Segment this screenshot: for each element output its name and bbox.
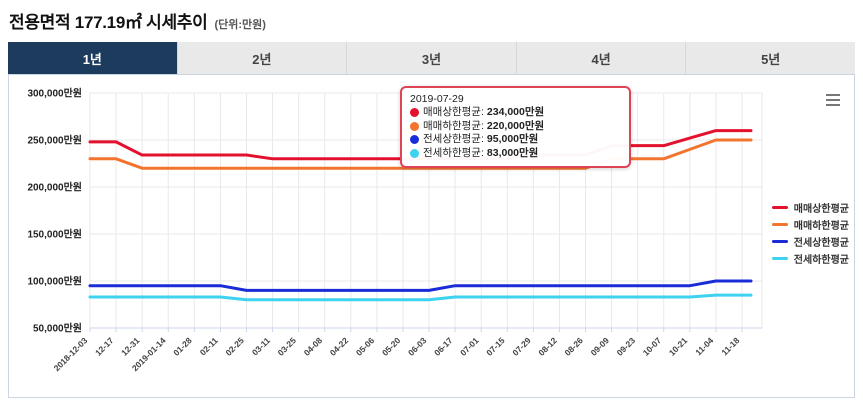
tooltip-date: 2019-07-29 — [410, 93, 464, 105]
svg-text:50,000만원: 50,000만원 — [33, 322, 82, 335]
svg-text:02-25: 02-25 — [223, 335, 246, 358]
svg-text:05-20: 05-20 — [380, 335, 403, 358]
legend-line-icon — [771, 240, 788, 243]
svg-text:300,000만원: 300,000만원 — [27, 87, 82, 100]
legend-line-icon — [771, 223, 788, 226]
svg-text:08-26: 08-26 — [562, 335, 585, 358]
svg-text:11-18: 11-18 — [719, 335, 741, 357]
chart-panel: 300,000만원 250,000만원 200,000만원 150,000만원 100,… — [8, 74, 855, 398]
series-dot-icon — [410, 121, 419, 131]
tab-4year[interactable]: 4년 — [516, 42, 687, 74]
svg-text:11-04: 11-04 — [693, 335, 715, 357]
titlebar: 전용면적 177.19㎡ 시세추이 (단위:만원) — [9, 8, 855, 33]
svg-text:06-03: 06-03 — [406, 335, 429, 358]
legend-item-sale-upper[interactable]: 매매상한평균 — [771, 201, 849, 215]
legend-line-icon — [771, 257, 788, 260]
chart-legend: 매매상한평균 매매하한평균 전세상한평균 전세하한평균 — [771, 201, 849, 269]
price-trend-chart[interactable]: 300,000만원 250,000만원 200,000만원 150,000만원 100,… — [9, 75, 854, 397]
svg-text:10-21: 10-21 — [667, 335, 690, 358]
svg-text:03-25: 03-25 — [276, 335, 299, 358]
svg-text:05-06: 05-06 — [354, 335, 377, 358]
svg-text:10-07: 10-07 — [641, 335, 664, 358]
page-title: 전용면적 177.19㎡ 시세추이 — [9, 13, 208, 32]
period-tabs: 1년 2년 3년 4년 5년 — [8, 42, 855, 74]
svg-text:07-29: 07-29 — [510, 335, 533, 358]
svg-text:08-12: 08-12 — [536, 335, 559, 358]
svg-text:150,000만원: 150,000만원 — [27, 228, 82, 241]
svg-text:250,000만원: 250,000만원 — [27, 134, 82, 147]
chart-tooltip: 2019-07-29 매매상한평균: 234,000만원 매매하한평균: 220… — [400, 86, 631, 168]
unit-note: (단위:만원) — [214, 19, 266, 31]
series-dot-icon — [410, 108, 419, 118]
svg-text:04-22: 04-22 — [328, 335, 351, 358]
tab-2year[interactable]: 2년 — [177, 42, 348, 74]
series-dot-icon — [410, 135, 419, 145]
hamburger-icon — [826, 98, 840, 102]
price-trend-widget: 전용면적 177.19㎡ 시세추이 (단위:만원) 1년 2년 3년 4년 5년… — [8, 8, 855, 398]
svg-text:09-09: 09-09 — [589, 335, 612, 358]
svg-text:09-23: 09-23 — [615, 335, 638, 358]
tooltip-row-jeonse-upper: 전세상한평균: 95,000만원 — [410, 133, 619, 147]
hamburger-icon — [826, 103, 840, 107]
svg-text:2018-12-03: 2018-12-03 — [52, 335, 90, 373]
svg-text:06-17: 06-17 — [432, 335, 455, 358]
tooltip-row-sale-upper: 매매상한평균: 234,000만원 — [410, 106, 619, 120]
legend-item-sale-lower[interactable]: 매매하한평균 — [771, 218, 849, 232]
hamburger-icon — [826, 93, 840, 97]
svg-text:01-28: 01-28 — [171, 335, 194, 358]
legend-line-icon — [771, 206, 788, 209]
svg-text:07-01: 07-01 — [458, 335, 481, 358]
legend-item-jeonse-lower[interactable]: 전세하한평균 — [771, 252, 849, 266]
legend-item-jeonse-upper[interactable]: 전세상한평균 — [771, 235, 849, 249]
tooltip-row-sale-lower: 매매하한평균: 220,000만원 — [410, 120, 619, 134]
tab-5year[interactable]: 5년 — [686, 42, 855, 74]
svg-text:07-15: 07-15 — [484, 335, 507, 358]
chart-export-menu-button[interactable] — [821, 90, 845, 110]
svg-text:02-11: 02-11 — [198, 335, 220, 357]
tab-3year[interactable]: 3년 — [347, 42, 517, 74]
svg-text:03-11: 03-11 — [250, 335, 272, 357]
svg-text:12-17: 12-17 — [93, 335, 116, 358]
tooltip-row-jeonse-lower: 전세하한평균: 83,000만원 — [410, 147, 619, 161]
tab-1year[interactable]: 1년 — [8, 42, 178, 74]
svg-text:12-31: 12-31 — [119, 335, 142, 358]
svg-text:200,000만원: 200,000만원 — [27, 181, 82, 194]
series-dot-icon — [410, 148, 419, 158]
svg-text:04-08: 04-08 — [302, 335, 325, 358]
svg-text:100,000만원: 100,000만원 — [27, 275, 82, 288]
